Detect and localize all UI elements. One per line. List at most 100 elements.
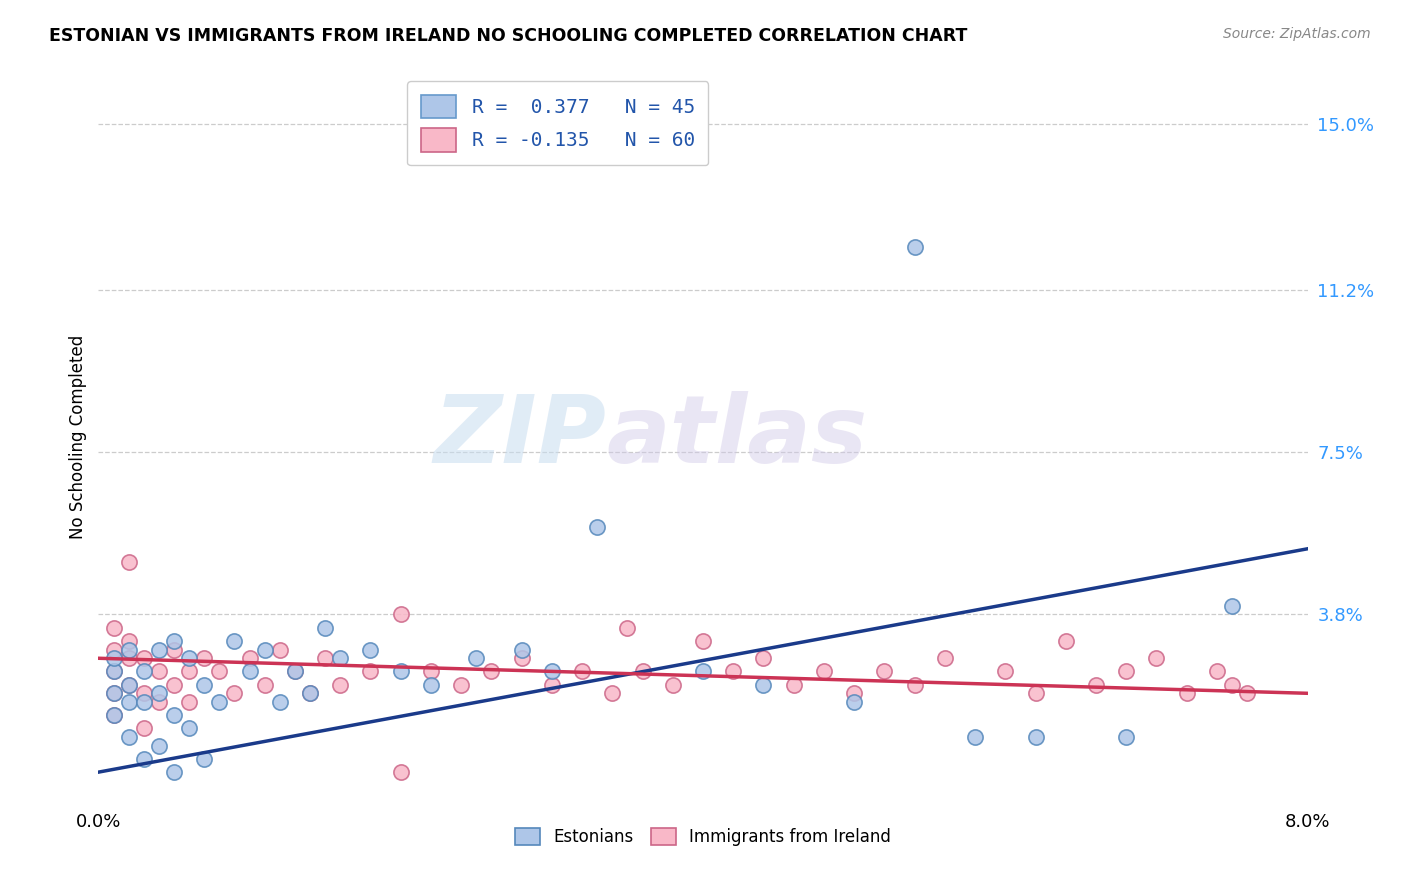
Point (299, 686, 322, 700)
Point (224, 686, 246, 700)
Point (103, 708, 125, 723)
Point (163, 642, 186, 657)
Point (1206, 665, 1229, 679)
Point (481, 665, 503, 679)
Point (934, 651, 956, 665)
Point (904, 239, 927, 253)
Point (844, 686, 866, 700)
Point (314, 621, 336, 635)
Point (163, 708, 186, 723)
Point (904, 677, 927, 691)
Point (179, 665, 201, 679)
Point (103, 686, 125, 700)
Point (1025, 686, 1047, 700)
Point (132, 651, 155, 665)
Point (602, 686, 624, 700)
Point (103, 686, 125, 700)
Point (994, 665, 1017, 679)
Point (163, 677, 186, 691)
Point (179, 651, 201, 665)
Point (631, 665, 654, 679)
Point (118, 730, 141, 744)
Point (389, 665, 412, 679)
Point (465, 651, 488, 665)
Point (224, 633, 246, 648)
Point (118, 677, 141, 691)
Point (193, 651, 215, 665)
Text: ZIP: ZIP (433, 391, 606, 483)
Point (193, 752, 215, 766)
Point (118, 642, 141, 657)
Point (132, 695, 155, 709)
Point (420, 677, 443, 691)
Point (148, 642, 170, 657)
Point (103, 642, 125, 657)
Point (118, 555, 141, 569)
Point (1054, 633, 1077, 648)
Point (148, 686, 170, 700)
Point (329, 677, 352, 691)
Point (132, 722, 155, 736)
Point (179, 695, 201, 709)
Point (148, 665, 170, 679)
Point (179, 722, 201, 736)
Point (103, 665, 125, 679)
Point (752, 651, 775, 665)
Point (118, 633, 141, 648)
Point (132, 686, 155, 700)
Point (783, 677, 806, 691)
Point (450, 677, 472, 691)
Point (103, 708, 125, 723)
Point (148, 695, 170, 709)
Point (1085, 677, 1108, 691)
Y-axis label: No Schooling Completed: No Schooling Completed (69, 335, 87, 539)
Text: ESTONIAN VS IMMIGRANTS FROM IRELAND NO SCHOOLING COMPLETED CORRELATION CHART: ESTONIAN VS IMMIGRANTS FROM IRELAND NO S… (49, 27, 967, 45)
Point (269, 695, 291, 709)
Point (163, 765, 186, 780)
Point (239, 651, 262, 665)
Point (571, 665, 593, 679)
Point (118, 651, 141, 665)
Point (208, 695, 231, 709)
Point (510, 642, 533, 657)
Point (253, 677, 276, 691)
Point (873, 665, 896, 679)
Point (314, 651, 336, 665)
Point (284, 665, 307, 679)
Point (420, 665, 443, 679)
Point (1236, 686, 1258, 700)
Point (360, 665, 382, 679)
Point (616, 621, 638, 635)
Point (148, 739, 170, 753)
Point (389, 765, 412, 780)
Point (510, 651, 533, 665)
Point (132, 752, 155, 766)
Point (540, 677, 562, 691)
Point (132, 665, 155, 679)
Point (163, 633, 186, 648)
Point (965, 730, 987, 744)
Point (1175, 686, 1198, 700)
Point (540, 665, 562, 679)
Point (1146, 651, 1168, 665)
Point (253, 642, 276, 657)
Point (299, 686, 322, 700)
Point (661, 677, 683, 691)
Point (269, 642, 291, 657)
Point (239, 665, 262, 679)
Point (1025, 730, 1047, 744)
Point (752, 677, 775, 691)
Point (1220, 599, 1243, 613)
Point (813, 665, 835, 679)
Point (723, 665, 745, 679)
Point (692, 665, 714, 679)
Point (844, 695, 866, 709)
Point (586, 520, 609, 534)
Point (1115, 730, 1137, 744)
Point (692, 633, 714, 648)
Point (360, 642, 382, 657)
Point (329, 651, 352, 665)
Point (103, 621, 125, 635)
Point (1115, 665, 1137, 679)
Point (389, 607, 412, 622)
